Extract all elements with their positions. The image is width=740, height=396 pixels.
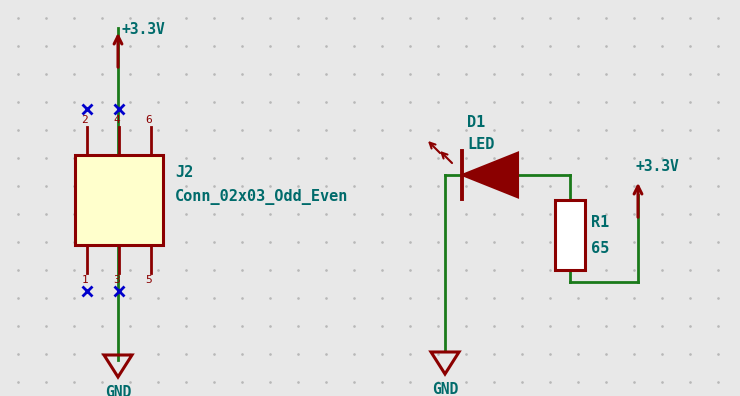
Bar [75,155,163,245]
Polygon shape [462,152,518,197]
Text: GND: GND [105,385,131,396]
Text: 6: 6 [146,115,152,125]
Text: 1: 1 [81,275,88,285]
Text: Conn_02x03_Odd_Even: Conn_02x03_Odd_Even [175,189,349,205]
Text: 2: 2 [81,115,88,125]
Text: R1: R1 [591,215,609,230]
Text: +3.3V: +3.3V [636,159,680,174]
Text: +3.3V: +3.3V [122,22,166,37]
Text: D1: D1 [467,115,485,130]
Text: 3: 3 [114,275,121,285]
Text: J2: J2 [175,165,193,180]
Bar [555,200,585,270]
Text: 5: 5 [146,275,152,285]
Text: 65: 65 [591,241,609,256]
Text: LED: LED [467,137,494,152]
Text: GND: GND [432,382,458,396]
Text: 4: 4 [114,115,121,125]
